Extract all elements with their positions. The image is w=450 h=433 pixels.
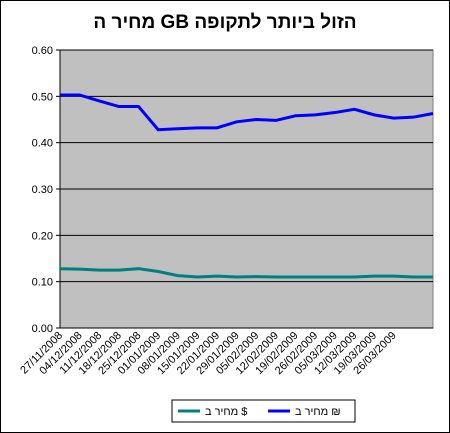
chart-title: מחיר ה GB הזול ביותר לתקופה	[93, 12, 356, 33]
y-tick-label: 0.20	[32, 230, 53, 242]
series-line	[60, 93, 434, 132]
legend-box	[171, 399, 356, 423]
series-line	[59, 267, 433, 279]
legend-label: מחיר ב $	[205, 406, 247, 418]
y-tick-label: 0.60	[32, 45, 53, 57]
legend-label: מחיר ב ₪	[295, 406, 341, 418]
y-tick-label: 0.00	[32, 323, 53, 335]
y-tick-label: 0.10	[32, 277, 53, 289]
y-tick-label: 0.30	[32, 184, 53, 196]
y-tick-label: 0.40	[32, 138, 53, 150]
y-tick-label: 0.50	[32, 91, 53, 103]
